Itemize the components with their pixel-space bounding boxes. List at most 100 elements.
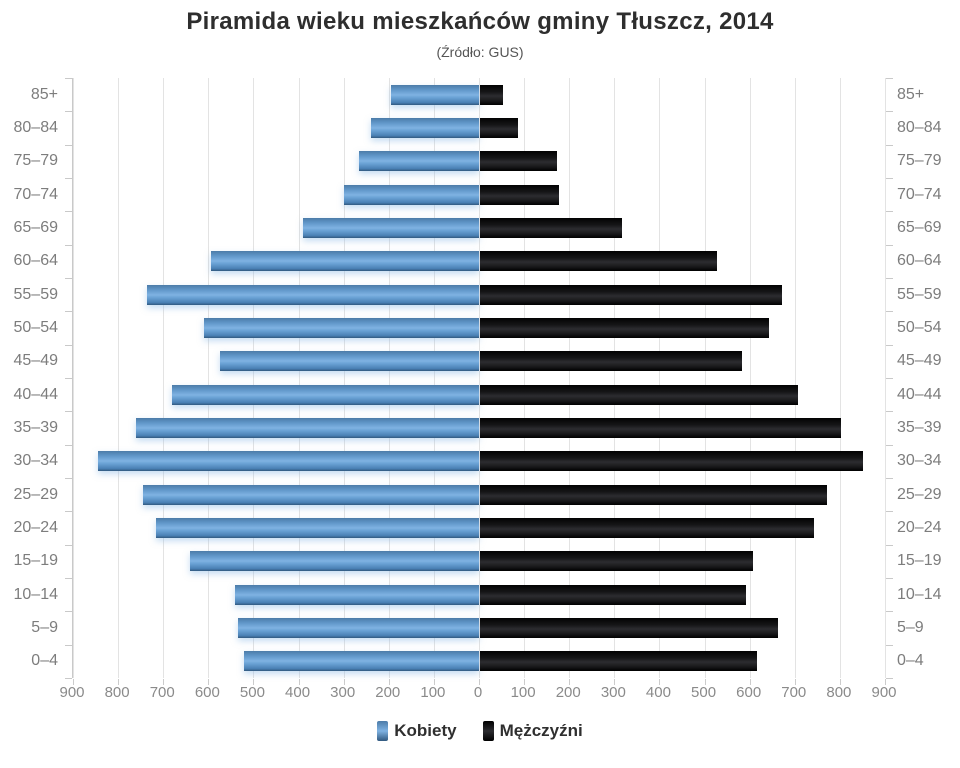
x-axis-tick-label: 300: [330, 684, 356, 701]
female-bar[interactable]: [370, 118, 479, 138]
category-label: 35–39: [897, 418, 942, 436]
female-bar[interactable]: [359, 151, 479, 172]
male-bar[interactable]: [480, 484, 828, 505]
female-bar[interactable]: [97, 451, 479, 472]
male-bar[interactable]: [480, 251, 717, 272]
y-axis-tick-left: [65, 311, 72, 313]
female-bar[interactable]: [244, 651, 479, 672]
female-bar[interactable]: [136, 418, 479, 438]
category-label: 15–19: [13, 552, 59, 570]
x-axis-tick: [343, 679, 345, 685]
x-axis-tick: [659, 679, 661, 685]
category-label: 85+: [30, 85, 58, 103]
legend-item-kobiety[interactable]: Kobiety: [377, 721, 457, 741]
x-axis-tick: [388, 679, 390, 685]
category-label: 50–54: [897, 318, 942, 336]
male-bar[interactable]: [480, 518, 814, 538]
category-label: 70–74: [13, 185, 59, 203]
category-label: 75–79: [13, 152, 59, 170]
male-bar[interactable]: [480, 384, 799, 405]
category-label: 20–24: [13, 518, 59, 536]
category-label: 70–74: [897, 185, 942, 203]
female-bar[interactable]: [237, 618, 479, 638]
male-bar[interactable]: [480, 651, 758, 672]
x-axis-tick-label: 200: [375, 684, 401, 701]
female-bar[interactable]: [210, 251, 479, 272]
legend-item-mezczyzni[interactable]: Mężczyźni: [482, 721, 583, 741]
female-bar[interactable]: [303, 218, 479, 238]
male-bar[interactable]: [480, 284, 783, 305]
x-axis-tick-label: 100: [510, 684, 536, 701]
category-label: 30–34: [897, 452, 942, 470]
y-axis-tick-right: [886, 478, 893, 479]
male-series-swatch-icon: [482, 721, 494, 741]
y-axis-tick-right: [886, 644, 893, 646]
x-axis-tick-label: 800: [826, 684, 852, 701]
y-axis-tick-left: [65, 478, 72, 479]
female-bar[interactable]: [343, 184, 479, 205]
y-axis-tick-left: [65, 344, 72, 346]
gridline: [208, 78, 210, 678]
male-bar[interactable]: [480, 418, 841, 438]
female-bar[interactable]: [219, 351, 479, 372]
x-axis-tick: [479, 679, 480, 685]
x-axis-tick: [118, 679, 120, 685]
male-bar[interactable]: [480, 351, 742, 372]
category-label: 40–44: [897, 385, 942, 403]
category-label: 55–59: [897, 285, 942, 303]
male-bar[interactable]: [480, 218, 623, 238]
male-bar[interactable]: [480, 118, 519, 138]
category-label: 55–59: [13, 285, 59, 303]
y-axis-tick-left: [65, 178, 72, 179]
gridline: [433, 78, 435, 678]
category-label: 10–14: [897, 585, 942, 603]
category-label: 35–39: [13, 418, 59, 436]
gridline: [839, 78, 841, 678]
y-axis-tick-left: [65, 544, 72, 546]
chart-subtitle: (Źródło: GUS): [436, 44, 524, 60]
category-label: 80–84: [13, 118, 59, 136]
gridline: [73, 78, 74, 678]
y-axis-tick-right: [886, 111, 893, 113]
female-bar[interactable]: [391, 84, 479, 105]
category-label: 75–79: [897, 152, 942, 170]
y-axis-tick-left: [65, 211, 72, 213]
male-bar[interactable]: [480, 84, 503, 105]
gridline: [569, 78, 571, 678]
y-axis-tick-left: [65, 278, 72, 279]
male-bar[interactable]: [480, 318, 769, 338]
y-axis-tick-right: [886, 411, 893, 413]
category-label: 25–29: [13, 485, 59, 503]
male-bar[interactable]: [480, 151, 557, 172]
female-bar[interactable]: [142, 484, 479, 505]
category-label: 0–4: [31, 652, 58, 670]
female-bar[interactable]: [172, 384, 479, 405]
y-axis-tick-right: [886, 611, 893, 613]
female-bar[interactable]: [235, 584, 479, 605]
x-axis-tick-label: 500: [691, 684, 717, 701]
gridline: [614, 78, 616, 678]
male-bar[interactable]: [480, 618, 778, 638]
male-bar[interactable]: [480, 584, 747, 605]
female-bar[interactable]: [203, 318, 479, 338]
y-axis-tick-right: [886, 544, 893, 546]
category-label: 50–54: [13, 318, 59, 336]
gridline: [885, 78, 886, 678]
female-bar[interactable]: [147, 284, 479, 305]
x-axis-tick: [298, 679, 300, 685]
x-axis-tick: [163, 679, 165, 685]
gridline: [479, 78, 480, 678]
male-bar[interactable]: [480, 184, 559, 205]
x-axis-tick: [208, 679, 210, 685]
category-label: 65–69: [897, 218, 942, 236]
y-axis-tick-right: [886, 144, 893, 146]
male-bar[interactable]: [480, 451, 864, 472]
female-bar[interactable]: [156, 518, 479, 538]
female-bar[interactable]: [190, 551, 479, 572]
x-axis-tick-label: 700: [781, 684, 807, 701]
x-axis-tick-label: 500: [239, 684, 265, 701]
legend-label-mezczyzni: Mężczyźni: [499, 721, 583, 740]
y-axis-tick-left: [65, 678, 72, 679]
x-axis-tick-label: 400: [645, 684, 671, 701]
male-bar[interactable]: [480, 551, 753, 572]
